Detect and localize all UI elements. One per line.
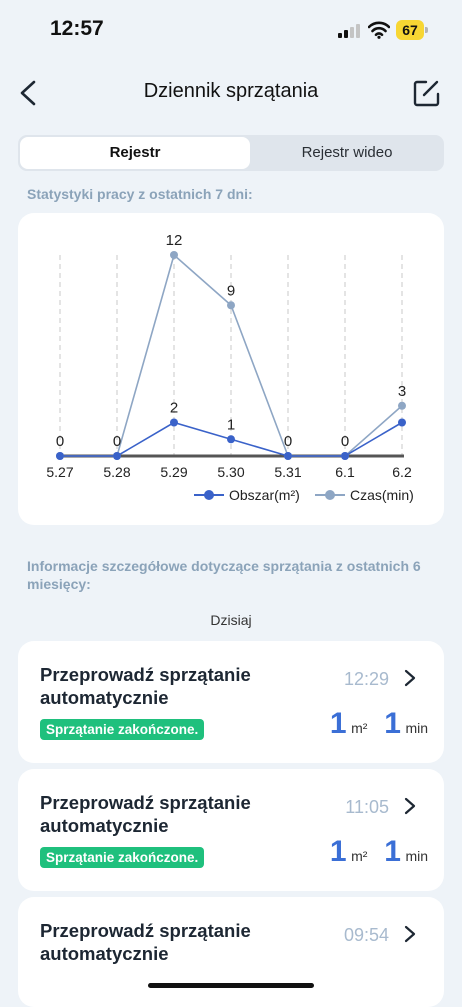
legend-label-time: Czas(min): [350, 487, 414, 503]
data-point-area: [398, 418, 406, 427]
data-label-time: 0: [113, 433, 121, 450]
entry-stats: 1 m² 1 min: [330, 707, 428, 741]
entry-time: 09:54: [343, 925, 389, 945]
wifi-icon: [368, 21, 390, 39]
entry-title: Przeprowadź sprzątanie automatycznie: [40, 664, 251, 708]
data-point-area: [284, 452, 292, 460]
status-time: 12:57: [50, 17, 104, 40]
data-point-area: [341, 452, 349, 460]
legend-marker-area: [204, 490, 214, 500]
x-tick-label: 5.27: [46, 464, 73, 480]
duration-value: 1: [384, 835, 401, 868]
status-badge: Sprzątanie zakończone.: [40, 719, 205, 740]
chevron-right-icon: [404, 797, 416, 815]
data-label-time: 9: [227, 282, 235, 299]
tab-switcher: Rejestr Rejestr wideo: [18, 135, 444, 171]
entry-time: 11:05: [345, 797, 389, 817]
data-label-area: 1: [227, 416, 235, 433]
cellular-signal-icon: [338, 24, 360, 38]
chevron-right-icon: [404, 925, 416, 943]
entry-time: 12:29: [343, 669, 389, 689]
entry-title: Przeprowadź sprzątanie automatycznie: [40, 920, 251, 964]
duration-unit: min: [405, 720, 428, 736]
page-title: Dziennik sprzątania: [143, 80, 319, 102]
back-chevron-icon[interactable]: [14, 78, 44, 108]
home-indicator: [148, 983, 314, 988]
data-label-time: 3: [398, 383, 406, 400]
navigation-bar: Dziennik sprzątania: [0, 68, 462, 118]
edit-icon[interactable]: [412, 78, 442, 108]
x-tick-label: 5.31: [274, 464, 301, 480]
stats-section-label: Statystyki pracy z ostatnich 7 dni:: [27, 186, 253, 202]
cleaning-entry[interactable]: Przeprowadź sprzątanie automatycznie 09:…: [18, 897, 444, 1007]
cleaning-entry[interactable]: Przeprowadź sprzątanie automatycznie 11:…: [18, 769, 444, 891]
data-point-area: [113, 452, 121, 460]
x-tick-label: 5.30: [217, 464, 244, 480]
area-unit: m²: [351, 720, 368, 736]
x-tick-label: 6.2: [392, 464, 412, 480]
data-point-area: [227, 435, 235, 444]
entry-stats: 1 m² 1 min: [330, 835, 428, 869]
entry-title: Przeprowadź sprzątanie automatycznie: [40, 792, 251, 836]
chevron-right-icon: [404, 669, 416, 687]
tab-register[interactable]: Rejestr: [20, 137, 250, 169]
tab-video-register[interactable]: Rejestr wideo: [301, 144, 393, 161]
x-tick-label: 6.1: [335, 464, 355, 480]
area-value: 1: [329, 835, 347, 868]
status-badge: Sprzątanie zakończone.: [40, 847, 205, 868]
data-label-time: 12: [166, 232, 183, 249]
status-bar: 12:57 67: [0, 0, 462, 60]
data-label-area: 2: [170, 400, 178, 417]
duration-value: 1: [384, 707, 401, 740]
day-header: Dzisiaj: [210, 612, 252, 628]
stats-line-chart: 0 0 12 9 0 0 3 2 1 5.27 5.28 5.29 5.30 5.31 6.1 6.2 Obsz…: [46, 232, 414, 503]
area-value: 1: [329, 707, 347, 740]
data-point-area: [56, 452, 64, 460]
data-point-area: [170, 418, 178, 427]
data-label-time: 0: [284, 433, 292, 450]
data-point-time: [398, 401, 406, 410]
battery-level: 67: [396, 20, 424, 40]
x-tick-label: 5.29: [160, 464, 187, 480]
data-point-time: [227, 301, 235, 310]
data-label-time: 0: [341, 433, 349, 450]
cleaning-entry[interactable]: Przeprowadź sprzątanie automatycznie 12:…: [18, 641, 444, 763]
duration-unit: min: [405, 848, 428, 864]
details-section-label: Informacje szczegółowe dotyczące sprząta…: [27, 558, 421, 592]
battery-icon: 67: [396, 20, 428, 40]
area-unit: m²: [351, 848, 368, 864]
data-point-time: [170, 251, 178, 259]
legend-marker-time: [325, 490, 335, 500]
data-label-time: 0: [56, 433, 64, 450]
x-tick-label: 5.28: [103, 464, 130, 480]
stats-chart-card: 0 0 12 9 0 0 3 2 1 5.27 5.28 5.29 5.30 5.31 6.1 6.2 Obsz…: [18, 213, 444, 525]
legend-label-area: Obszar(m²): [229, 487, 300, 503]
